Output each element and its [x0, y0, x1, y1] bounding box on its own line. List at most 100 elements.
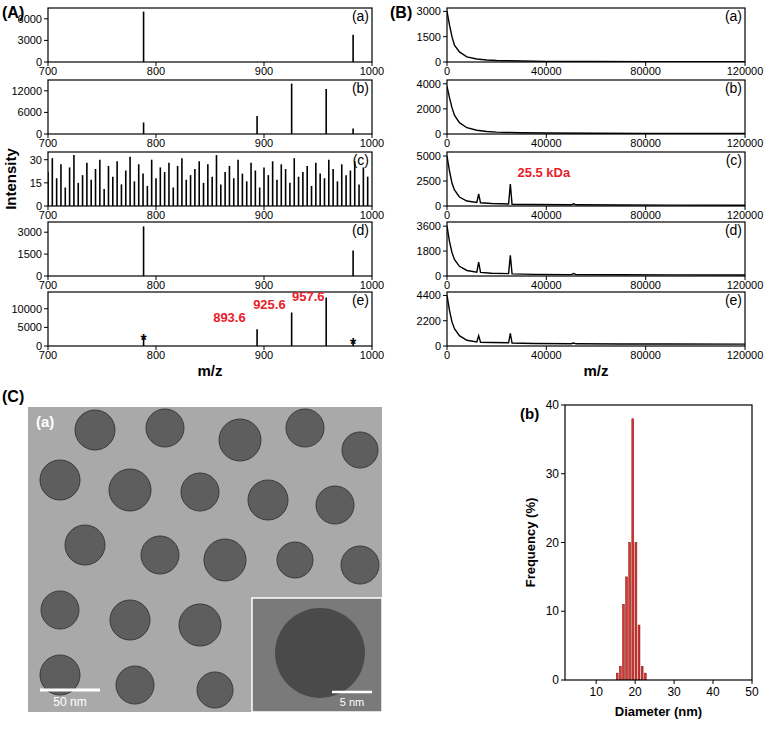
x-tick-label: 120000 [727, 65, 764, 77]
histogram-bar [644, 673, 646, 680]
peak [280, 164, 282, 206]
peak [293, 158, 295, 206]
peak [203, 183, 205, 206]
x-tick-label: 80000 [630, 137, 661, 149]
plot-frame [48, 8, 372, 62]
x-tick-label: 900 [255, 209, 273, 221]
peak [207, 164, 209, 206]
peak [142, 174, 144, 206]
scale-bar [40, 689, 100, 692]
chart: 01800360004000080000120000(d) [417, 220, 764, 291]
chart: 0150030007008009001000(d) [18, 222, 385, 291]
nanoparticle [341, 546, 379, 584]
peak [263, 167, 265, 206]
peak [237, 160, 239, 206]
x-tick-label: 0 [444, 137, 450, 149]
panel-label: (C) [2, 388, 24, 405]
x-tick-label: 800 [147, 137, 165, 149]
marks [447, 86, 745, 133]
peak [95, 169, 97, 206]
histogram-bar [638, 625, 640, 680]
peak [56, 178, 58, 206]
chart: 0300060007008009001000(a) [18, 8, 385, 77]
plot-frame [447, 292, 745, 346]
peak [77, 183, 79, 206]
x-tick-label: 40000 [531, 209, 562, 221]
plot-frame [48, 222, 372, 276]
histogram-bar [616, 673, 618, 680]
x-tick-label: 120000 [727, 137, 764, 149]
peak [194, 169, 196, 206]
nanoparticle [116, 666, 154, 704]
chart: 02200440004000080000120000(e)m/z [417, 289, 764, 379]
x-tick-label: 900 [255, 349, 273, 361]
x-tick-label: 40 [706, 685, 720, 699]
chart: 05000100007008009001000(e)m/z893.6925.69… [11, 289, 384, 379]
chart: 01500300004000080000120000(a) [417, 5, 764, 77]
nanoparticle [141, 536, 179, 574]
y-tick-label: 0 [435, 270, 441, 282]
marks [447, 156, 745, 205]
peak [151, 160, 153, 206]
y-tick-label: 4000 [417, 78, 441, 90]
nanoparticle [219, 419, 261, 461]
peak [164, 172, 166, 206]
figure: (A)(B)(C)0300060007008009001000(a)060001… [0, 0, 770, 736]
y-tick-label: 1500 [18, 248, 42, 260]
x-tick-label: 80000 [630, 65, 661, 77]
chart-title: (b) [520, 405, 539, 422]
peak [289, 183, 291, 206]
peak [255, 171, 257, 206]
annotation: * [140, 332, 147, 349]
marks [447, 226, 745, 275]
y-tick-label: 10 [546, 604, 560, 618]
spectrum-line [447, 86, 745, 133]
peak [291, 312, 293, 346]
peak [367, 177, 369, 206]
histogram-bar [632, 419, 634, 680]
histogram-bar [626, 577, 628, 680]
marks [144, 84, 354, 134]
plot-frame [447, 8, 745, 62]
peak [311, 186, 313, 206]
peak [198, 161, 200, 206]
x-tick-label: 120000 [727, 209, 764, 221]
y-tick-label: 5000 [417, 150, 441, 162]
peak [64, 187, 66, 206]
peak [272, 161, 274, 206]
peak [242, 174, 244, 206]
peak [143, 12, 145, 62]
peak [306, 166, 308, 206]
x-tick-label: 80000 [630, 349, 661, 361]
peak [276, 180, 278, 206]
x-tick-label: 40000 [531, 349, 562, 361]
x-tick-label: 700 [39, 349, 57, 361]
plot-frame [447, 222, 745, 276]
x-tick-label: 900 [255, 65, 273, 77]
inset [252, 598, 382, 712]
x-tick-label: 120000 [727, 349, 764, 361]
peak [168, 163, 170, 206]
chart-title: (b) [725, 80, 742, 96]
chart: 02500500004000080000120000(c)25.5 kDa [417, 150, 764, 221]
peak [291, 84, 293, 134]
peak [224, 172, 226, 206]
x-tick-label: 120000 [727, 279, 764, 291]
peak [86, 163, 88, 206]
x-tick-label: 80000 [630, 279, 661, 291]
peak [332, 169, 334, 206]
chart: 02000400004000080000120000(b) [417, 78, 764, 149]
peak [112, 177, 114, 206]
nanoparticle [146, 409, 184, 447]
peak [250, 163, 252, 206]
y-tick-label: 3000 [18, 34, 42, 46]
x-tick-label: 40000 [531, 137, 562, 149]
peak [181, 158, 183, 206]
chart-title: (b) [352, 80, 369, 96]
peak [143, 226, 145, 276]
nanoparticle [110, 600, 150, 640]
peak [325, 298, 327, 346]
marks [447, 295, 745, 344]
peak [341, 164, 343, 206]
annotation: 957.6 [292, 289, 325, 304]
